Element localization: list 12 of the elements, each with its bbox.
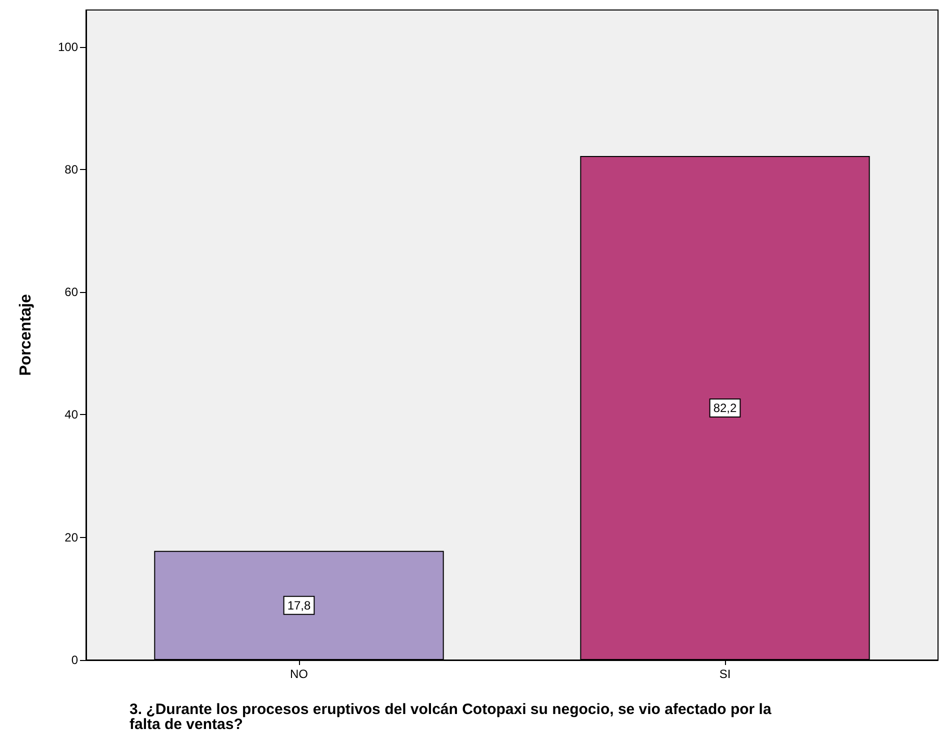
- y-tick-label: 80: [64, 162, 78, 176]
- data-label: 82,2: [713, 400, 737, 415]
- y-tick-label: 20: [64, 530, 78, 544]
- x-tick-label: NO: [290, 667, 308, 681]
- y-tick-label: 40: [64, 408, 78, 422]
- y-axis-title: Porcentaje: [18, 294, 34, 376]
- y-tick-label: 100: [58, 40, 78, 54]
- data-label: 17,8: [287, 598, 311, 612]
- y-tick-label: 60: [64, 285, 78, 300]
- y-tick-label: 0: [71, 653, 78, 667]
- x-axis-title: 3. ¿Durante los procesos eruptivos del volcán Cotopaxi su negocio, se vio afectado por la falta de ventas?: [130, 701, 776, 733]
- x-tick-label: SI: [719, 667, 731, 681]
